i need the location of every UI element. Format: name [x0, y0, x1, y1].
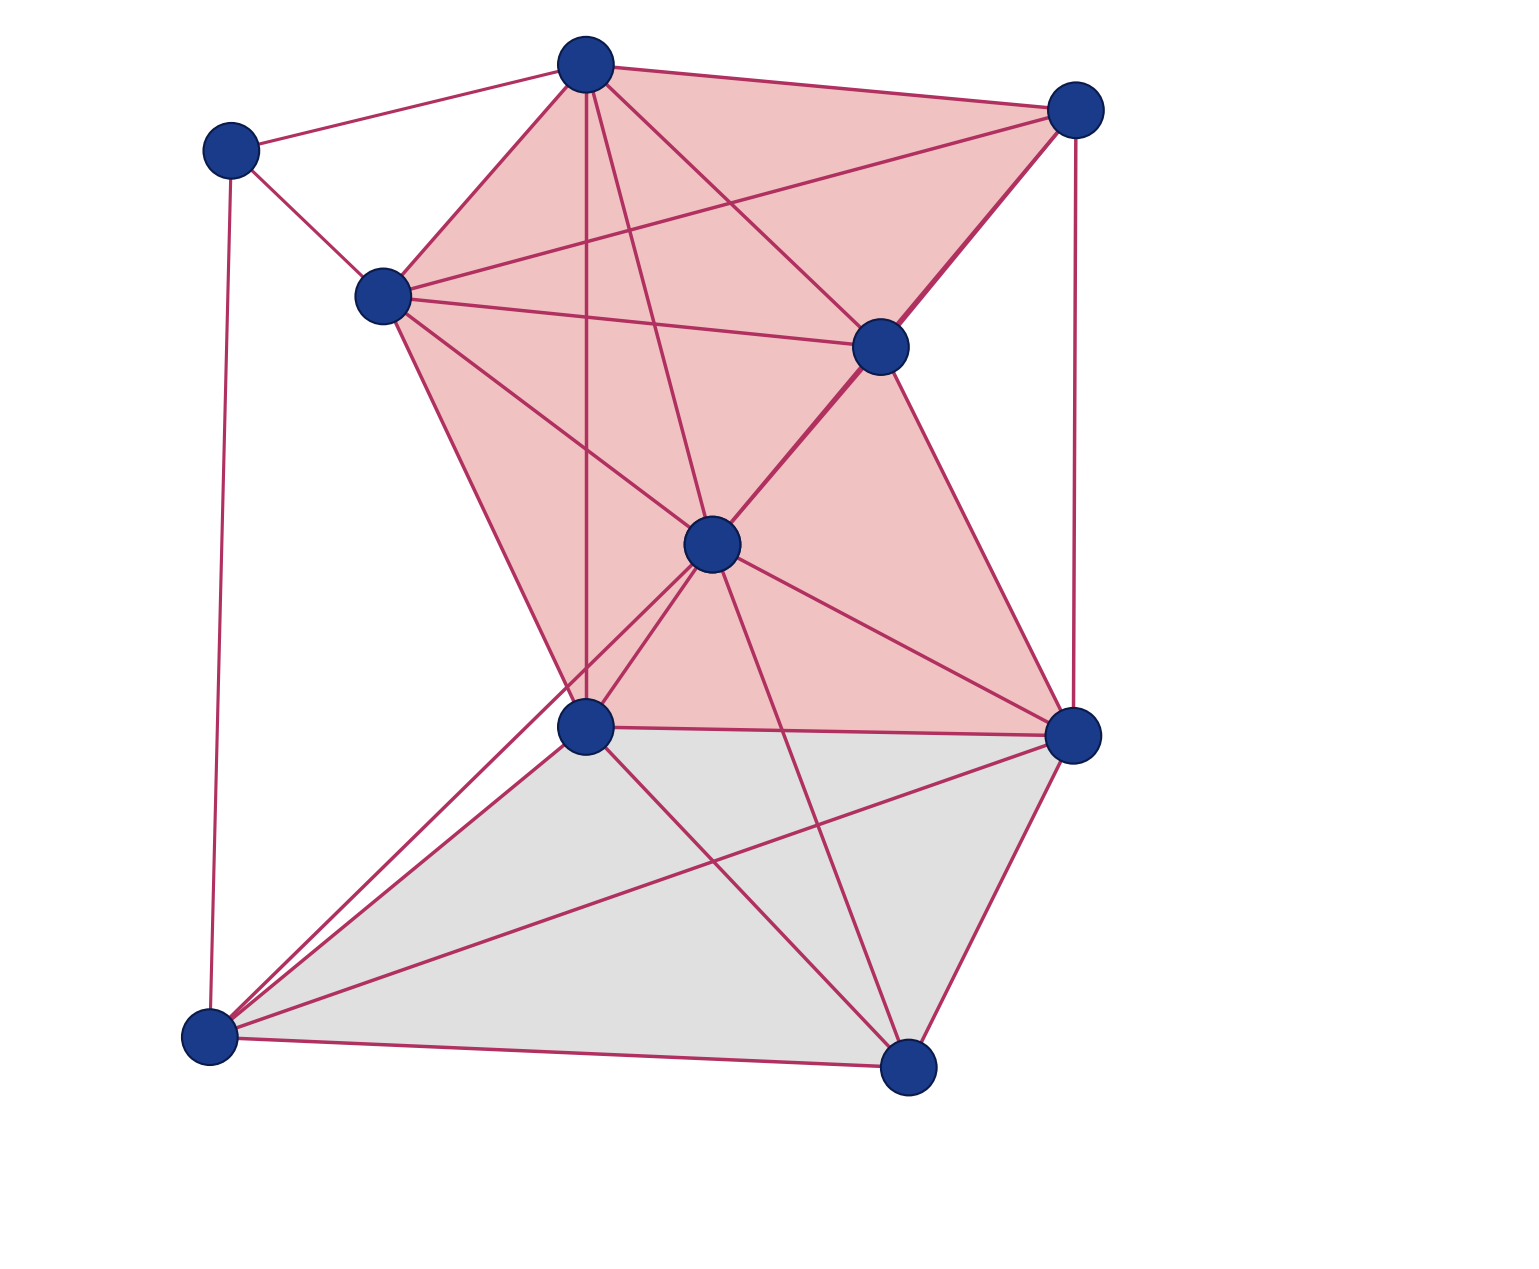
- Circle shape: [356, 269, 411, 325]
- Polygon shape: [209, 727, 1073, 1067]
- Circle shape: [1045, 708, 1102, 764]
- Circle shape: [880, 1039, 937, 1095]
- Circle shape: [1048, 82, 1103, 138]
- Circle shape: [559, 37, 614, 93]
- Circle shape: [559, 699, 614, 755]
- Circle shape: [685, 516, 740, 572]
- Circle shape: [685, 516, 740, 572]
- Circle shape: [203, 123, 259, 179]
- Circle shape: [182, 1009, 237, 1065]
- Circle shape: [853, 320, 910, 374]
- Polygon shape: [383, 65, 1076, 736]
